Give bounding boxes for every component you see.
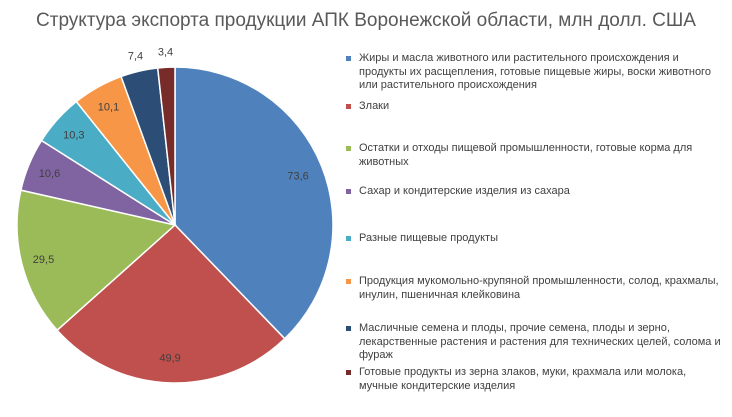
data-label-6: 10,1: [98, 102, 119, 114]
legend-swatch-2: [346, 104, 351, 109]
data-label-4: 10,6: [39, 168, 60, 180]
pie-slice-1: [174, 66, 334, 340]
legend-swatch-5: [346, 236, 351, 241]
legend-label-8: Готовые продукты из зерна злаков, муки, …: [359, 366, 687, 392]
legend-item-2: Злаки: [346, 100, 726, 114]
legend-swatch-7: [346, 326, 351, 331]
legend-item-1: Жиры и масла животного или растительного…: [346, 52, 726, 93]
legend-label-2: Злаки: [359, 100, 390, 112]
legend-swatch-6: [346, 279, 351, 284]
chart-title: Структура экспорта продукции АПК Воронеж…: [36, 10, 696, 31]
legend-label-6: Продукция мукомольно-крупяной промышленн…: [359, 275, 719, 301]
pie-slice-2: [56, 223, 286, 384]
data-label-3: 29,5: [33, 254, 54, 266]
legend-swatch-3: [346, 146, 351, 151]
legend-label-5: Разные пищевые продукты: [359, 232, 498, 244]
legend-item-8: Готовые продукты из зерна злаков, муки, …: [346, 366, 726, 393]
legend-swatch-1: [346, 56, 351, 61]
legend-item-4: Сахар и кондитерские изделия из сахара: [346, 185, 726, 199]
legend-item-7: Масличные семена и плоды, прочие семена,…: [346, 322, 726, 363]
legend-item-5: Разные пищевые продукты: [346, 232, 726, 246]
data-label-5: 10,3: [63, 129, 84, 141]
data-label-7: 7,4: [128, 51, 143, 63]
legend-item-6: Продукция мукомольно-крупяной промышленн…: [346, 275, 726, 302]
data-label-2: 49,9: [159, 353, 180, 365]
pie-slice-3: [16, 189, 177, 332]
legend-swatch-8: [346, 370, 351, 375]
data-label-1: 73,6: [287, 170, 308, 182]
legend-swatch-4: [346, 189, 351, 194]
legend-label-3: Остатки и отходы пищевой промышленности,…: [359, 142, 693, 168]
legend-label-1: Жиры и масла животного или растительного…: [359, 52, 711, 91]
legend-label-4: Сахар и кондитерские изделия из сахара: [359, 185, 570, 197]
legend-item-3: Остатки и отходы пищевой промышленности,…: [346, 142, 726, 169]
legend-label-7: Масличные семена и плоды, прочие семена,…: [359, 322, 721, 361]
data-label-8: 3,4: [158, 47, 173, 59]
pie-slice-8: [156, 66, 176, 226]
